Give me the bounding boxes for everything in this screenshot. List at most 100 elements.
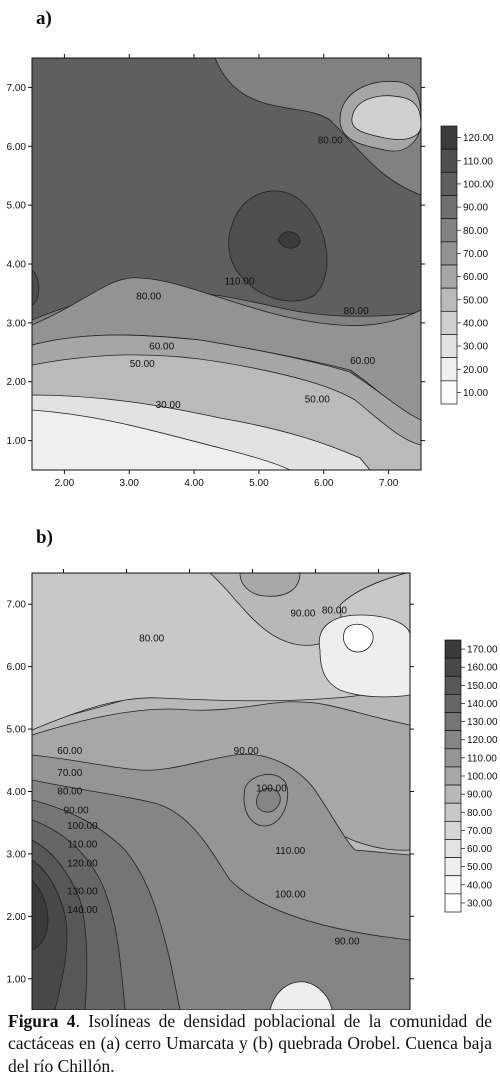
contour-label: 30.00 xyxy=(156,400,181,411)
contour-chart-a: 2.00 3.00 4.00 5.00 6.00 7.00 1.00 2.00 3.00 4.00… xyxy=(7,54,494,489)
figure-caption: Figura 4. Isolíneas de densidad poblacio… xyxy=(8,1010,492,1077)
x-tick-label: 5.00 xyxy=(249,478,269,489)
legend-swatch xyxy=(444,675,462,695)
legend-swatch xyxy=(440,310,458,335)
contour-label: 80.00 xyxy=(139,634,164,645)
contour-label: 80.00 xyxy=(57,787,82,798)
legend-swatch xyxy=(440,195,458,220)
panel-b-label: b) xyxy=(36,527,53,548)
contour-region xyxy=(256,787,281,813)
legend-label: 90.00 xyxy=(467,790,492,801)
contour-region xyxy=(277,231,301,249)
legend-label: 130.00 xyxy=(467,717,498,728)
contour-fills xyxy=(32,58,421,470)
panel-a-label: a) xyxy=(36,8,52,29)
legend-label: 110.00 xyxy=(463,156,493,167)
legend-swatch xyxy=(444,820,462,840)
legend-label: 40.00 xyxy=(467,880,492,891)
legend-label: 100.00 xyxy=(467,772,498,783)
legend-swatch xyxy=(444,839,462,858)
legend-swatch xyxy=(444,766,462,786)
legend-swatch xyxy=(444,657,462,677)
caption-text: . Isolíneas de densidad poblacional de l… xyxy=(8,1011,492,1076)
legend-label: 100.00 xyxy=(463,179,494,190)
contour-region xyxy=(239,573,301,597)
legend-swatch xyxy=(444,802,462,822)
legend-swatch xyxy=(444,694,462,713)
contour-label: 120.00 xyxy=(67,858,98,869)
y-tick-label: 4.00 xyxy=(7,260,27,271)
legend-label: 30.00 xyxy=(463,342,488,353)
contour-label: 70.00 xyxy=(57,768,82,779)
legend-label: 60.00 xyxy=(467,844,492,855)
contour-label: 110.00 xyxy=(275,846,305,857)
legend-swatch xyxy=(440,148,458,173)
contour-label: 90.00 xyxy=(234,746,259,757)
legend-swatch xyxy=(444,893,462,913)
contour-label: 110.00 xyxy=(67,840,97,851)
legend-label: 70.00 xyxy=(467,826,492,837)
y-tick-label: 4.00 xyxy=(7,787,27,798)
legend-swatch xyxy=(444,748,462,768)
contour-label: 90.00 xyxy=(64,805,89,816)
contour-label: 140.00 xyxy=(67,905,98,916)
x-tick-label: 6.00 xyxy=(314,478,334,489)
y-tick-label: 2.00 xyxy=(7,912,27,923)
contour-label: 60.00 xyxy=(149,341,174,352)
contour-label: 130.00 xyxy=(67,887,98,898)
legend-swatch xyxy=(440,380,458,405)
y-tick-label: 7.00 xyxy=(7,600,27,611)
legend-label: 50.00 xyxy=(463,295,488,306)
x-tick-label: 7.00 xyxy=(379,478,399,489)
contour-region xyxy=(318,614,410,698)
contour-fills xyxy=(32,573,410,1010)
legend-swatch xyxy=(444,730,462,750)
legend-swatch xyxy=(440,264,458,289)
legend-label: 150.00 xyxy=(467,681,498,692)
contour-chart-b: 2.003.004.005.006.007.001.002.003.004.00… xyxy=(7,569,498,1010)
x-tick-label: 2.00 xyxy=(55,478,75,489)
x-tick-label: 4.00 xyxy=(184,478,204,489)
legend-swatch xyxy=(440,357,458,382)
contour-region xyxy=(228,190,328,302)
contour-label: 80.00 xyxy=(344,306,369,317)
y-tick-label: 6.00 xyxy=(7,662,27,673)
contour-label: 100.00 xyxy=(67,821,98,832)
contour-label: 80.00 xyxy=(322,606,347,617)
legend-swatch xyxy=(440,218,458,243)
contour-label: 80.00 xyxy=(318,135,343,146)
legend-swatch xyxy=(440,334,458,359)
contour-label: 110.00 xyxy=(225,277,255,288)
legend-label: 120.00 xyxy=(463,133,494,144)
contour-region xyxy=(32,409,291,470)
contour-label: 100.00 xyxy=(275,890,306,901)
legend-swatch xyxy=(440,241,458,266)
legend-swatch xyxy=(444,639,462,659)
contour-label: 50.00 xyxy=(130,359,155,370)
legend-label: 70.00 xyxy=(463,249,488,260)
y-tick-label: 7.00 xyxy=(7,83,27,94)
legend-label: 60.00 xyxy=(463,272,488,283)
y-tick-label: 2.00 xyxy=(7,377,27,388)
contour-region xyxy=(343,623,374,653)
contour-label: 90.00 xyxy=(334,936,359,947)
legend-label: 160.00 xyxy=(467,663,498,674)
x-tick-label: 3.00 xyxy=(120,478,140,489)
contour-label: 100.00 xyxy=(256,784,287,795)
legend-label: 80.00 xyxy=(463,226,488,237)
y-tick-label: 5.00 xyxy=(7,201,27,212)
legend-swatch xyxy=(444,875,462,895)
y-tick-label: 1.00 xyxy=(7,974,27,985)
legend-label: 20.00 xyxy=(463,365,488,376)
y-tick-label: 1.00 xyxy=(7,436,27,447)
legend-label: 140.00 xyxy=(467,699,498,710)
legend-label: 10.00 xyxy=(463,388,488,399)
contour-label: 50.00 xyxy=(305,394,330,405)
y-tick-label: 6.00 xyxy=(7,142,27,153)
legend-label: 80.00 xyxy=(467,808,492,819)
legend-label: 50.00 xyxy=(467,862,492,873)
legend-label: 30.00 xyxy=(467,898,492,909)
legend-swatch xyxy=(440,287,458,312)
y-tick-label: 3.00 xyxy=(7,318,27,329)
contour-region xyxy=(32,879,49,951)
